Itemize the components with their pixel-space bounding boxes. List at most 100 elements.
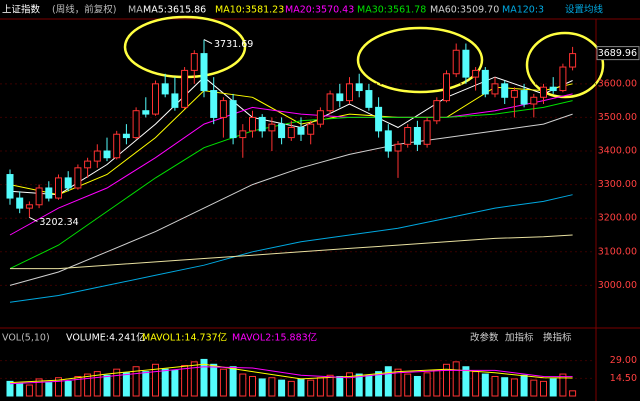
price-label: 3689.96 xyxy=(598,48,637,59)
candle-body xyxy=(520,90,528,105)
volume-bar xyxy=(297,378,305,397)
candle-body xyxy=(268,123,276,132)
volume-bar xyxy=(365,374,373,397)
annotation-pointer xyxy=(29,216,38,222)
candle-body xyxy=(326,93,334,112)
indicator-button[interactable]: 改参数 xyxy=(470,332,499,344)
legend-entry: MA30:3561.78 xyxy=(357,5,426,16)
y-tick-label: 3200.00 xyxy=(598,213,637,224)
volume-bar xyxy=(181,365,189,397)
candle-body xyxy=(443,73,450,102)
candle-body xyxy=(569,53,577,68)
volume-bar xyxy=(404,373,412,397)
volume-bar xyxy=(569,390,577,397)
candle-body xyxy=(132,110,140,139)
settings-link[interactable]: 设置均线 xyxy=(565,4,604,16)
volume-bar xyxy=(132,366,140,397)
ma-label: MA xyxy=(128,5,143,16)
ma-line xyxy=(9,366,573,385)
volume-bar xyxy=(520,374,528,397)
volume-bar xyxy=(287,380,295,397)
volume-bar xyxy=(219,368,227,397)
volume-bar xyxy=(74,375,82,397)
candle-body xyxy=(55,177,62,199)
volume-bar xyxy=(229,366,237,397)
volume-bar xyxy=(355,373,363,397)
volume-bar xyxy=(113,368,121,397)
volume-bar xyxy=(316,377,324,397)
candle-body xyxy=(239,130,247,139)
volume-bar xyxy=(530,379,538,397)
volume-bar xyxy=(35,378,43,397)
volume-bar xyxy=(375,371,383,397)
price-box xyxy=(596,46,640,61)
candle-body xyxy=(122,133,130,139)
candle-body xyxy=(74,167,82,189)
y-tick-label: 3400.00 xyxy=(598,146,637,157)
candle-body xyxy=(307,123,315,135)
plot: 3000.00 3100.00 3200.00 3300.00 3400.00 3500.… xyxy=(0,4,640,397)
chart-subtitle: (周线，前复权) xyxy=(52,4,116,16)
ma-line xyxy=(9,113,573,286)
candle-body xyxy=(559,66,567,92)
candle-body xyxy=(316,110,324,125)
highlight-ellipse xyxy=(356,26,484,94)
volume-bar xyxy=(549,378,557,397)
indicator-button[interactable]: 换指标 xyxy=(543,332,572,344)
candle-body xyxy=(501,83,509,98)
ma-line xyxy=(10,234,573,270)
candle-body xyxy=(190,53,198,71)
volume-bar xyxy=(200,358,208,397)
volume-bar xyxy=(6,380,14,397)
candle-body xyxy=(433,100,441,122)
legend-entry: MA120:3 xyxy=(502,5,544,16)
candle-body xyxy=(181,69,189,108)
volume-bar xyxy=(278,379,286,397)
volume-bar xyxy=(394,368,402,397)
chart-title: 上证指数 xyxy=(2,4,41,16)
y-tick-label: 3000.00 xyxy=(598,280,637,291)
candle-body xyxy=(229,100,237,139)
ma-line xyxy=(9,93,573,236)
candle-body xyxy=(103,150,111,159)
volume-bar xyxy=(122,372,130,397)
candle-body xyxy=(355,83,363,92)
volume-bar xyxy=(413,375,421,397)
volume-bar xyxy=(336,375,344,397)
candle-body xyxy=(540,86,547,98)
candle-body xyxy=(93,150,101,162)
candle-body xyxy=(278,123,286,139)
candle-body xyxy=(413,127,421,145)
volume-bar xyxy=(423,372,431,397)
legend-entry: MA60:3509.70 xyxy=(430,5,499,16)
candle-body xyxy=(530,96,538,105)
candle-body xyxy=(287,127,295,139)
y-tick-label: 3500.00 xyxy=(598,112,637,123)
candle-body xyxy=(16,197,24,209)
candle-body xyxy=(394,143,402,152)
indicator-button[interactable]: 加指标 xyxy=(505,332,534,344)
candle-body xyxy=(45,187,53,199)
candle-body xyxy=(384,130,392,152)
panel-title: VOL(5,10) xyxy=(2,333,50,344)
volume-bar xyxy=(501,377,509,397)
legend-entry: MAVOL2:15.883亿 xyxy=(232,332,317,344)
volume-bar xyxy=(540,380,547,397)
volume-bar xyxy=(326,374,334,397)
candle-body xyxy=(152,83,159,115)
volume-bar xyxy=(16,383,24,397)
volume-bar xyxy=(452,361,460,397)
volume-bar xyxy=(433,369,441,397)
y-tick-label: 3600.00 xyxy=(598,78,637,89)
volume-bar xyxy=(346,372,353,397)
volume-bar xyxy=(443,363,450,397)
candle-body xyxy=(549,86,557,92)
candle-body xyxy=(200,53,208,92)
candle-body xyxy=(25,204,33,209)
candle-body xyxy=(365,90,373,108)
volume-bar xyxy=(93,371,101,397)
candle-body xyxy=(297,127,305,135)
volume-bar xyxy=(559,373,567,397)
